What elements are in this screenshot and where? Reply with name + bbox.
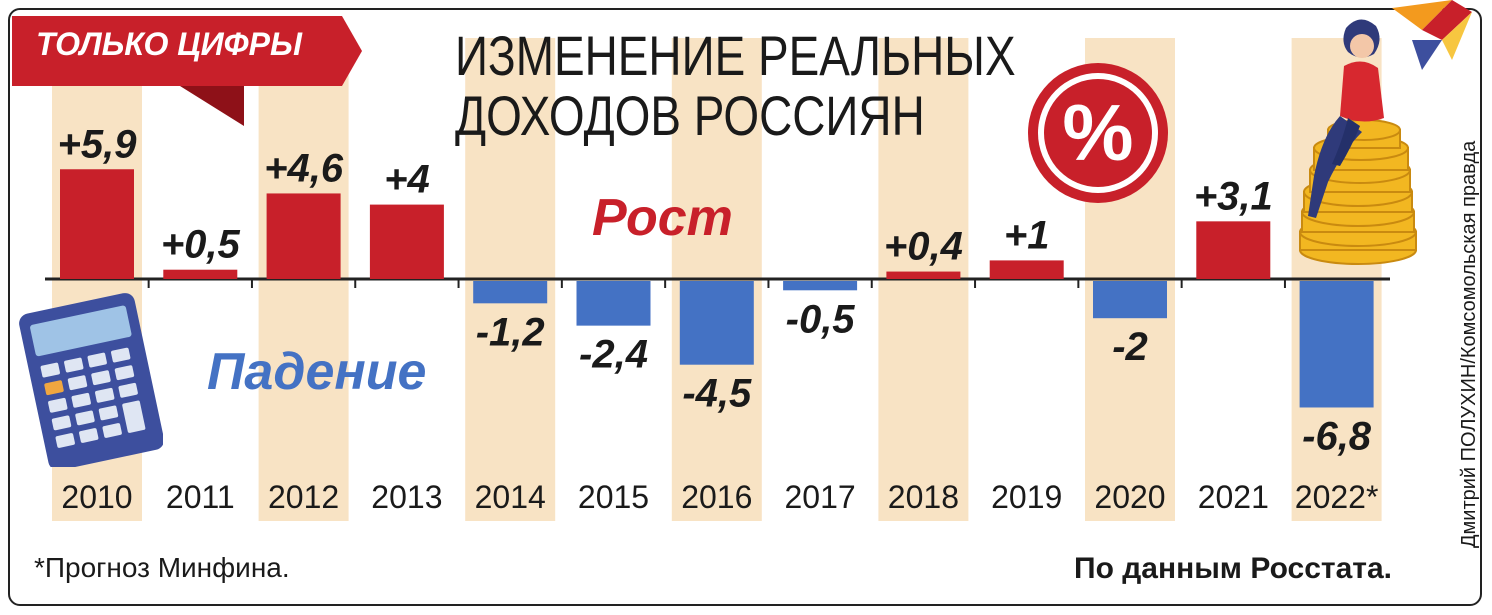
value-label-2015: -2,4 <box>579 333 648 377</box>
banner-fold <box>180 86 244 126</box>
percent-icon: % <box>1028 63 1168 203</box>
value-label-2019: +1 <box>1004 213 1050 257</box>
value-label-2010: +5,9 <box>58 122 138 166</box>
bar-2010 <box>60 169 134 279</box>
bird-illustration <box>1392 0 1472 70</box>
value-label-2018: +0,4 <box>884 225 963 269</box>
value-label-2016: -4,5 <box>682 372 752 416</box>
value-label-2011: +0,5 <box>161 223 241 267</box>
year-label-2022: 2022* <box>1295 479 1379 515</box>
year-label-2021: 2021 <box>1198 479 1269 515</box>
value-label-2012: +4,6 <box>264 146 344 190</box>
chart-title: ИЗМЕНЕНИЕ РЕАЛЬНЫХ ДОХОДОВ РОССИЯН <box>455 26 1016 146</box>
value-label-2013: +4 <box>384 158 430 202</box>
value-label-2017: -0,5 <box>786 297 856 341</box>
year-label-2019: 2019 <box>991 479 1062 515</box>
title-line-1: ИЗМЕНЕНИЕ РЕАЛЬНЫХ <box>455 24 1016 87</box>
year-label-2012: 2012 <box>268 479 339 515</box>
bar-2018 <box>886 271 961 279</box>
year-label-2018: 2018 <box>888 479 959 515</box>
footnote: *Прогноз Минфина. <box>34 552 290 583</box>
author-credit: Дмитрий ПОЛУХИН/Комсомольская правда <box>1458 140 1480 548</box>
source-note: По данным Росстата. <box>1074 552 1392 585</box>
value-label-2021: +3,1 <box>1194 174 1273 218</box>
year-label-2014: 2014 <box>475 479 546 515</box>
bar-2022 <box>1299 281 1374 408</box>
coins-illustration <box>1299 19 1417 265</box>
banner-text: ТОЛЬКО ЦИФРЫ <box>36 26 302 62</box>
year-label-2013: 2013 <box>371 479 442 515</box>
value-label-2020: -2 <box>1112 325 1148 369</box>
bar-2021 <box>1196 221 1271 279</box>
year-label-2020: 2020 <box>1094 479 1165 515</box>
year-label-2015: 2015 <box>578 479 649 515</box>
bar-2012 <box>266 193 341 279</box>
year-label-2011: 2011 <box>166 479 235 515</box>
banner-ribbon <box>12 16 362 86</box>
title-line-2: ДОХОДОВ РОССИЯН <box>455 84 925 147</box>
year-label-2016: 2016 <box>681 479 752 515</box>
bar-2014 <box>473 281 548 304</box>
bar-2016 <box>679 281 754 365</box>
value-label-2014: -1,2 <box>476 310 545 354</box>
bar-2011 <box>163 269 238 279</box>
percent-symbol: % <box>1062 88 1133 177</box>
bar-2020 <box>1093 281 1167 319</box>
bar-2013 <box>369 204 444 279</box>
growth-label: Рост <box>592 189 733 247</box>
year-label-2010: 2010 <box>61 479 132 515</box>
bar-2019 <box>989 260 1064 279</box>
calculator-icon <box>19 293 163 467</box>
fall-label: Падение <box>207 343 427 401</box>
bar-2017 <box>783 281 858 291</box>
value-label-2022: -6,8 <box>1302 414 1372 458</box>
year-label-2017: 2017 <box>785 479 856 515</box>
bar-2015 <box>576 281 651 326</box>
